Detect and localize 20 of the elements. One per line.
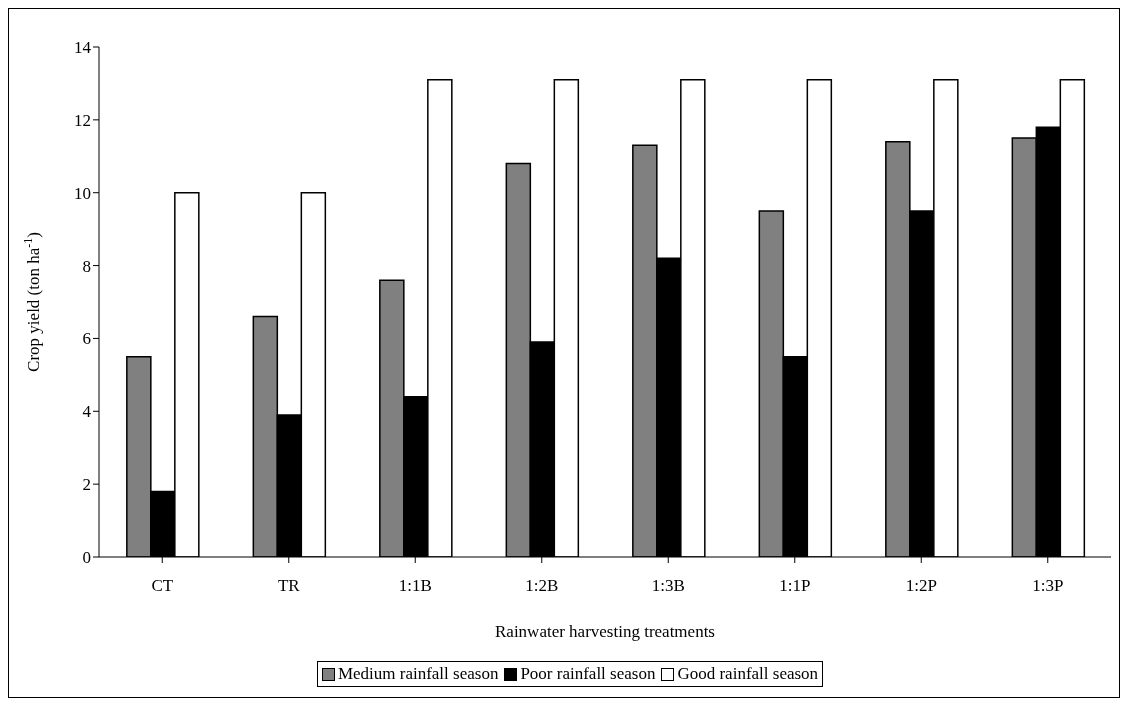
x-tick-label: TR	[277, 576, 301, 596]
legend-label: Poor rainfall season	[520, 664, 656, 684]
y-tick-label: 10	[74, 183, 91, 203]
y-tick-label: 8	[82, 256, 91, 276]
x-tick-label: 1:3P	[1032, 576, 1064, 596]
y-tick-label: 4	[82, 402, 92, 422]
y-tick-label: 2	[82, 475, 91, 495]
x-tick-label: 1:3B	[651, 576, 685, 596]
legend-label: Medium rainfall season	[337, 664, 499, 684]
x-tick-label: 1:1B	[398, 576, 432, 596]
x-tick-label: 1:2P	[905, 576, 937, 596]
legend-label: Good rainfall season	[677, 664, 819, 684]
x-tick-label: CT	[151, 576, 174, 596]
y-tick-label: 0	[82, 548, 91, 568]
y-tick-label: 6	[82, 329, 91, 349]
x-axis-title: Rainwater harvesting treatments	[495, 622, 715, 641]
y-tick-label: 14	[74, 38, 92, 58]
x-tick-label: 1:1P	[779, 576, 811, 596]
y-tick-label: 12	[74, 110, 91, 130]
x-tick-label: 1:2B	[525, 576, 559, 596]
